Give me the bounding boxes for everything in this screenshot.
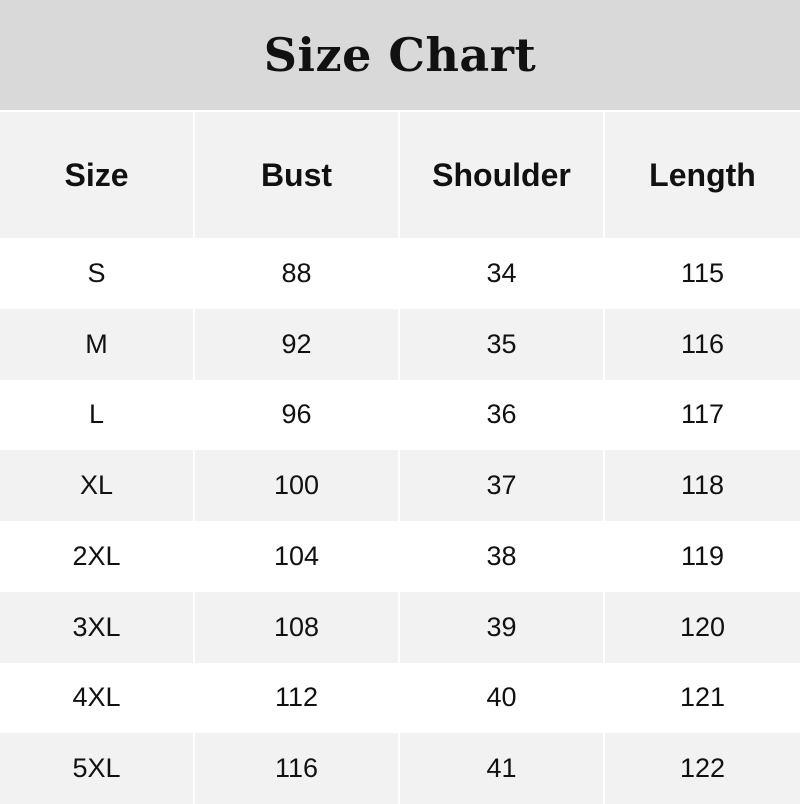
cell-bust: 104 xyxy=(195,521,400,592)
cell-size: 3XL xyxy=(0,591,195,663)
chart-title: Size Chart xyxy=(0,0,800,110)
cell-shoulder: 38 xyxy=(400,521,605,592)
cell-shoulder: 41 xyxy=(400,733,605,804)
cell-size: L xyxy=(0,379,195,451)
cell-bust: 100 xyxy=(195,450,400,521)
cell-length: 117 xyxy=(605,379,800,451)
cell-bust: 116 xyxy=(195,733,400,804)
cell-length: 121 xyxy=(605,662,800,734)
cell-shoulder: 40 xyxy=(400,662,605,734)
cell-length: 119 xyxy=(605,521,800,592)
cell-length: 118 xyxy=(605,450,800,521)
column-header-size: Size xyxy=(0,112,195,238)
column-header-bust: Bust xyxy=(195,112,400,238)
cell-size: 4XL xyxy=(0,662,195,734)
column-header-length: Length xyxy=(605,112,800,238)
cell-size: M xyxy=(0,308,195,380)
cell-size: S xyxy=(0,238,195,309)
cell-bust: 108 xyxy=(195,591,400,663)
cell-length: 116 xyxy=(605,308,800,380)
cell-size: 5XL xyxy=(0,733,195,804)
cell-shoulder: 35 xyxy=(400,308,605,380)
size-table: Size Bust Shoulder Length S 88 34 115 M 92 35 1… xyxy=(0,112,800,804)
cell-bust: 88 xyxy=(195,238,400,309)
cell-bust: 92 xyxy=(195,308,400,380)
cell-size: XL xyxy=(0,450,195,521)
column-header-shoulder: Shoulder xyxy=(400,112,605,238)
cell-length: 122 xyxy=(605,733,800,804)
cell-size: 2XL xyxy=(0,521,195,592)
cell-shoulder: 37 xyxy=(400,450,605,521)
cell-length: 115 xyxy=(605,238,800,309)
cell-shoulder: 39 xyxy=(400,591,605,663)
cell-bust: 96 xyxy=(195,379,400,451)
cell-shoulder: 34 xyxy=(400,238,605,309)
cell-shoulder: 36 xyxy=(400,379,605,451)
cell-bust: 112 xyxy=(195,662,400,734)
cell-length: 120 xyxy=(605,591,800,663)
